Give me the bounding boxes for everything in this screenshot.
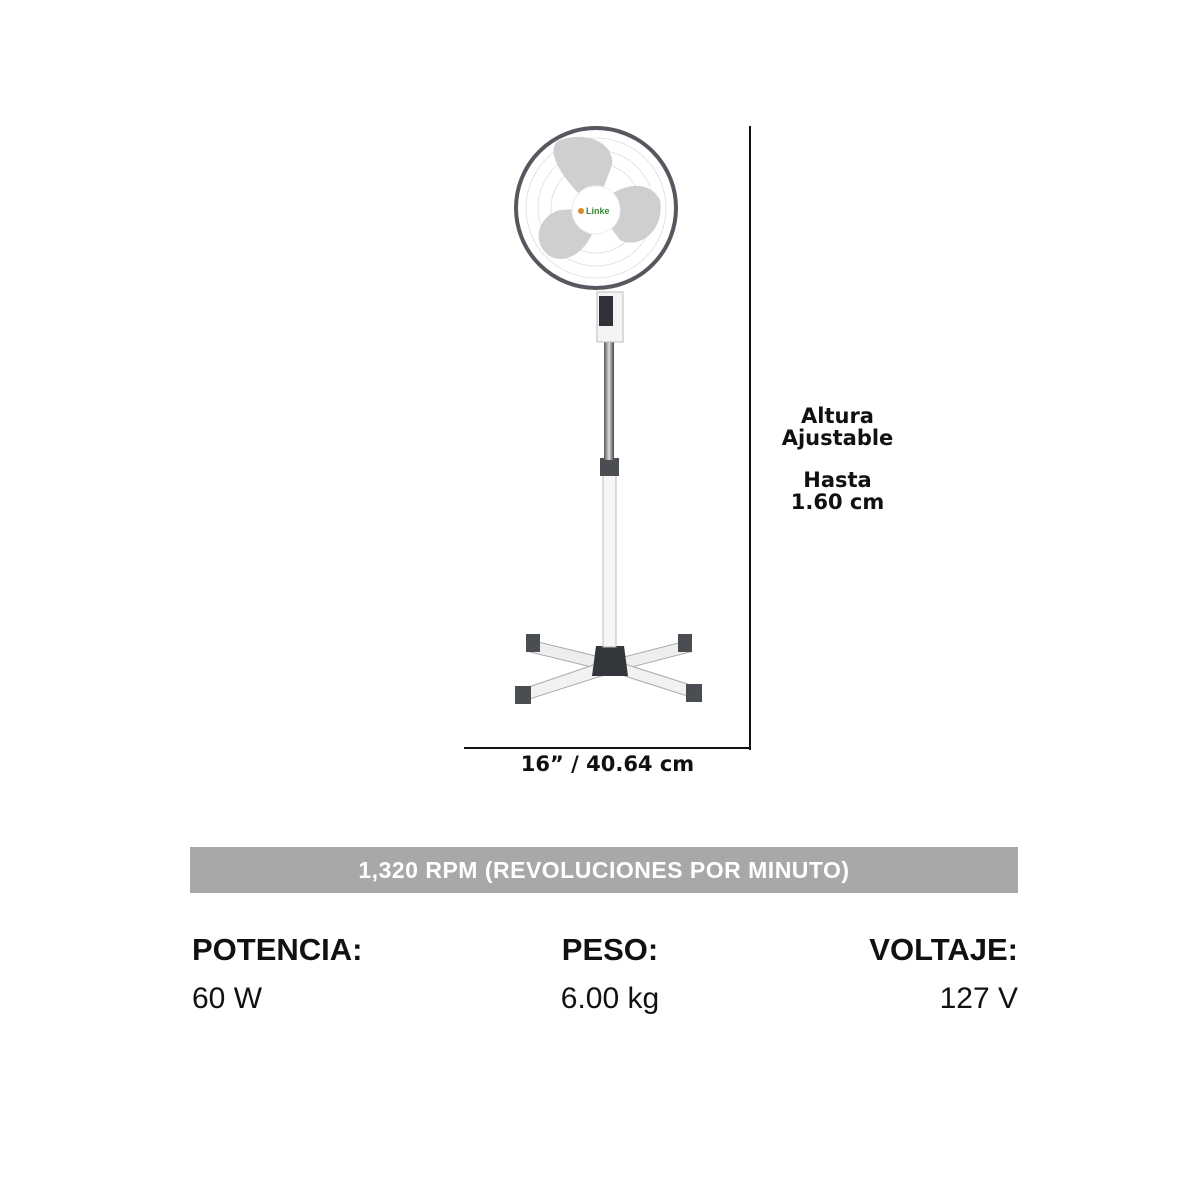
spec-label: PESO: <box>561 932 659 967</box>
height-label-line: Altura <box>801 404 874 428</box>
height-label-line: 1.60 cm <box>790 490 885 514</box>
spec-value: 6.00 kg <box>560 982 660 1015</box>
fan-base <box>515 634 702 704</box>
spec-label: VOLTAJE: <box>869 932 1018 967</box>
spec-voltaje: VOLTAJE: 127 V <box>869 932 1018 1016</box>
height-label-line: Ajustable <box>781 426 894 450</box>
pedestal-fan-image: Linke <box>514 126 702 704</box>
spec-value: 127 V <box>939 982 1018 1015</box>
height-label-line: Hasta <box>803 468 872 492</box>
width-dimension-line <box>464 747 751 749</box>
rpm-banner: 1,320 RPM (REVOLUCIONES POR MINUTO) <box>190 847 1018 893</box>
spec-label: POTENCIA: <box>192 932 363 967</box>
height-dimension-line <box>749 126 751 750</box>
fan-hub <box>571 185 621 235</box>
spec-potencia: POTENCIA: 60 W <box>192 932 363 1016</box>
width-label: 16” / 40.64 cm <box>520 752 695 776</box>
spec-value: 60 W <box>192 982 263 1015</box>
brand-logo: Linke <box>586 206 610 216</box>
fan-pole-chrome <box>604 340 614 460</box>
fan-height-knob <box>600 458 619 476</box>
height-label: Altura Ajustable Hasta 1.60 cm <box>760 405 915 513</box>
fan-pole-white <box>602 471 617 648</box>
spec-peso: PESO: 6.00 kg <box>510 932 710 1016</box>
